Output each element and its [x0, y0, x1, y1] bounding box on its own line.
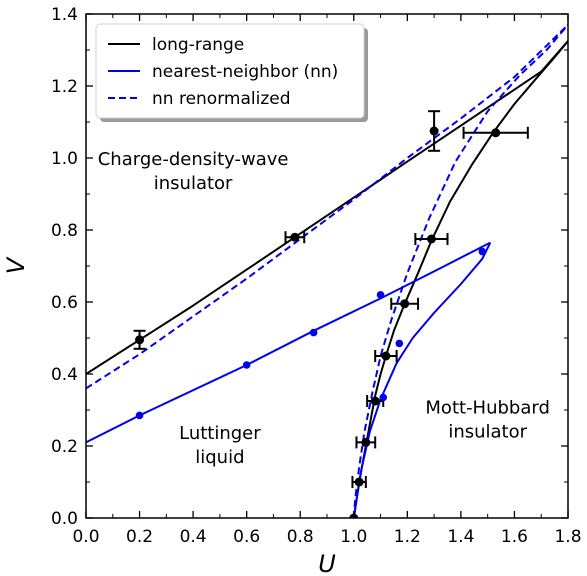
series-2-curve-1 — [352, 24, 568, 518]
axis-ticks: 0.0 0.2 0.4 0.6 0.8 1.0 1.2 1.4 1.6 1.8 0.0 0.2 0.4 0… — [51, 5, 582, 547]
y-axis-label: V — [2, 256, 30, 274]
series-0-point-2 — [429, 126, 439, 136]
legend-label: nn renormalized — [152, 89, 291, 109]
region-label-line: Mott-Hubbard — [425, 398, 550, 419]
legend-label: nearest-neighbor (nn) — [152, 62, 338, 82]
region-label-line: insulator — [448, 422, 527, 443]
series-1-point-4 — [478, 247, 487, 256]
series-1-point-0 — [135, 411, 144, 420]
x-tick-label: 1.4 — [447, 527, 474, 547]
region-label-line: liquid — [195, 447, 244, 468]
y-tick-label: 0.2 — [51, 437, 78, 457]
plot-layer — [86, 24, 568, 518]
series-1-point-6 — [395, 339, 404, 348]
x-tick-label: 0.6 — [233, 527, 260, 547]
series-1-curve-1 — [352, 242, 492, 518]
series-1-point-2 — [309, 328, 318, 337]
series-1-point-3 — [376, 291, 385, 299]
y-tick-label: 0.6 — [51, 293, 78, 313]
x-tick-label: 1.2 — [394, 527, 421, 547]
x-tick-label: 0.8 — [287, 527, 314, 547]
series-0-point-3 — [491, 128, 501, 138]
series-0-point-6 — [381, 351, 391, 361]
y-tick-label: 1.4 — [51, 5, 78, 25]
region-label-line: Luttinger — [179, 423, 261, 444]
series-0-point-0 — [135, 335, 145, 345]
series-0-point-5 — [400, 299, 410, 309]
series-0-point-8 — [361, 437, 371, 447]
region-labels: Charge-density-wave insulator Luttinger liq… — [98, 149, 550, 468]
y-tick-label: 0.8 — [51, 221, 78, 241]
legend: long-range nearest-neighbor (nn) nn renorm… — [95, 23, 368, 122]
y-tick-label: 0.4 — [51, 365, 78, 385]
x-tick-label: 1.6 — [501, 527, 528, 547]
x-tick-label: 0.2 — [126, 527, 153, 547]
series-0-curve-1 — [352, 40, 568, 518]
x-tick-label: 0.0 — [72, 527, 99, 547]
y-tick-label: 1.2 — [51, 77, 78, 97]
legend-label: long-range — [152, 35, 244, 55]
series-0-curve-0 — [86, 40, 568, 375]
series-1-point-5 — [379, 393, 388, 402]
series-1-point-1 — [242, 361, 251, 369]
x-tick-label: 1.0 — [340, 527, 367, 547]
y-tick-label: 1.0 — [51, 149, 78, 169]
x-tick-label: 1.8 — [554, 527, 581, 547]
series-2-curve-0 — [86, 24, 568, 390]
x-axis-label: U — [318, 550, 336, 576]
series-0-point-7 — [370, 396, 380, 406]
series-0-point-9 — [354, 477, 364, 487]
x-tick-label: 0.4 — [180, 527, 207, 547]
series-0-point-4 — [426, 234, 436, 244]
region-label-line: Charge-density-wave — [98, 149, 289, 170]
region-label-line: insulator — [154, 173, 233, 194]
y-tick-label: 0.0 — [51, 509, 78, 529]
series-0-point-1 — [290, 232, 300, 242]
legend-box — [95, 23, 365, 119]
